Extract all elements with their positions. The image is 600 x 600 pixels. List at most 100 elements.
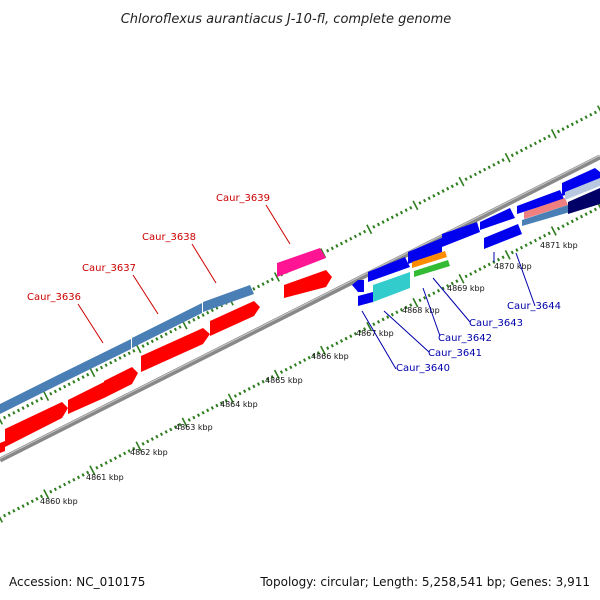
minor-tick: [533, 141, 537, 146]
minor-tick: [372, 322, 376, 327]
minor-tick: [86, 470, 90, 475]
leader-line: [132, 274, 159, 315]
minor-tick: [173, 327, 177, 332]
minor-tick: [473, 269, 477, 274]
minor-tick: [99, 463, 104, 468]
minor-tick: [529, 241, 533, 245]
feature-navy: [568, 188, 600, 214]
inner-tick-marks: [0, 202, 600, 523]
minor-tick: [150, 437, 154, 441]
backbone-track: [0, 154, 600, 463]
minor-tick: [469, 174, 473, 179]
minor-tick: [556, 129, 561, 134]
minor-tick: [173, 425, 177, 429]
feature-light: [565, 178, 600, 200]
major-tick: [273, 369, 280, 380]
minor-tick: [316, 351, 321, 355]
minor-tick: [418, 298, 422, 303]
minor-tick: [201, 313, 205, 317]
feature-blue: [408, 238, 442, 264]
minor-tick: [418, 201, 422, 205]
feature-blue: [442, 222, 480, 247]
minor-tick: [53, 487, 57, 492]
accession-label: Accession: NC_010175: [9, 575, 145, 589]
reverse-cds: [0, 441, 5, 453]
kbp-label: 4861 kbp: [86, 473, 124, 482]
minor-tick: [358, 329, 362, 334]
gene-labels: Caur_3636 Caur_3637 Caur_3638 Caur_3639 …: [27, 193, 561, 374]
minor-tick: [12, 509, 16, 513]
minor-tick: [589, 210, 593, 214]
minor-tick: [206, 310, 210, 315]
leader-line: [383, 310, 430, 353]
minor-tick: [404, 208, 408, 212]
major-tick: [89, 367, 96, 378]
minor-tick: [487, 165, 491, 170]
minor-tick: [446, 186, 450, 191]
minor-tick: [404, 305, 408, 310]
minor-tick: [261, 282, 265, 286]
minor-tick: [30, 499, 34, 504]
feature-blue: [352, 280, 364, 292]
major-tick: [43, 489, 50, 499]
leader-line: [265, 204, 291, 245]
minor-tick: [492, 260, 496, 264]
minor-tick: [58, 485, 62, 489]
minor-tick: [293, 363, 297, 367]
minor-tick: [427, 293, 431, 298]
minor-tick: [330, 343, 334, 348]
reverse-cds: [284, 270, 332, 298]
minor-tick: [427, 196, 431, 201]
minor-tick: [279, 370, 284, 374]
minor-tick: [252, 384, 256, 389]
minor-tick: [409, 205, 413, 210]
reverse-cds: [5, 402, 68, 447]
minor-tick: [436, 191, 441, 196]
minor-tick: [450, 281, 454, 286]
minor-tick: [178, 325, 182, 329]
minor-tick: [409, 303, 413, 307]
minor-tick: [423, 198, 427, 203]
minor-tick: [35, 399, 39, 403]
minor-tick: [132, 349, 136, 353]
minor-tick: [284, 367, 288, 372]
minor-tick: [109, 360, 113, 365]
minor-tick: [589, 112, 593, 117]
minor-tick: [67, 480, 71, 484]
leader-line: [77, 303, 104, 344]
minor-tick: [353, 332, 357, 336]
minor-tick: [104, 461, 108, 465]
minor-tick: [395, 213, 399, 217]
minor-tick: [192, 415, 196, 420]
minor-tick: [543, 136, 547, 141]
minor-tick: [335, 341, 339, 346]
minor-tick: [3, 513, 7, 518]
minor-tick: [196, 315, 201, 320]
minor-tick: [575, 217, 579, 221]
major-tick: [181, 417, 188, 428]
leader-line: [422, 287, 441, 337]
leader-line: [191, 243, 217, 284]
minor-tick: [72, 477, 76, 482]
minor-tick: [349, 236, 353, 241]
major-tick: [412, 200, 419, 211]
minor-tick: [159, 432, 164, 437]
minor-tick: [483, 265, 487, 269]
minor-tick: [473, 172, 477, 177]
minor-tick: [7, 511, 11, 515]
minor-tick: [39, 494, 44, 499]
minor-tick: [219, 401, 224, 405]
minor-tick: [187, 418, 191, 422]
feature-cyan: [373, 272, 410, 302]
minor-tick: [169, 427, 173, 432]
minor-tick: [335, 244, 339, 248]
forward-cds: [203, 285, 254, 312]
leader-line: [432, 277, 471, 323]
minor-tick: [423, 296, 427, 300]
minor-tick: [187, 320, 191, 325]
kbp-label: 4869 kbp: [447, 284, 485, 293]
map-title: Chloroflexus aurantiacus J-10-fl, comple…: [121, 12, 452, 27]
minor-tick: [344, 239, 348, 243]
minor-tick: [49, 489, 53, 494]
